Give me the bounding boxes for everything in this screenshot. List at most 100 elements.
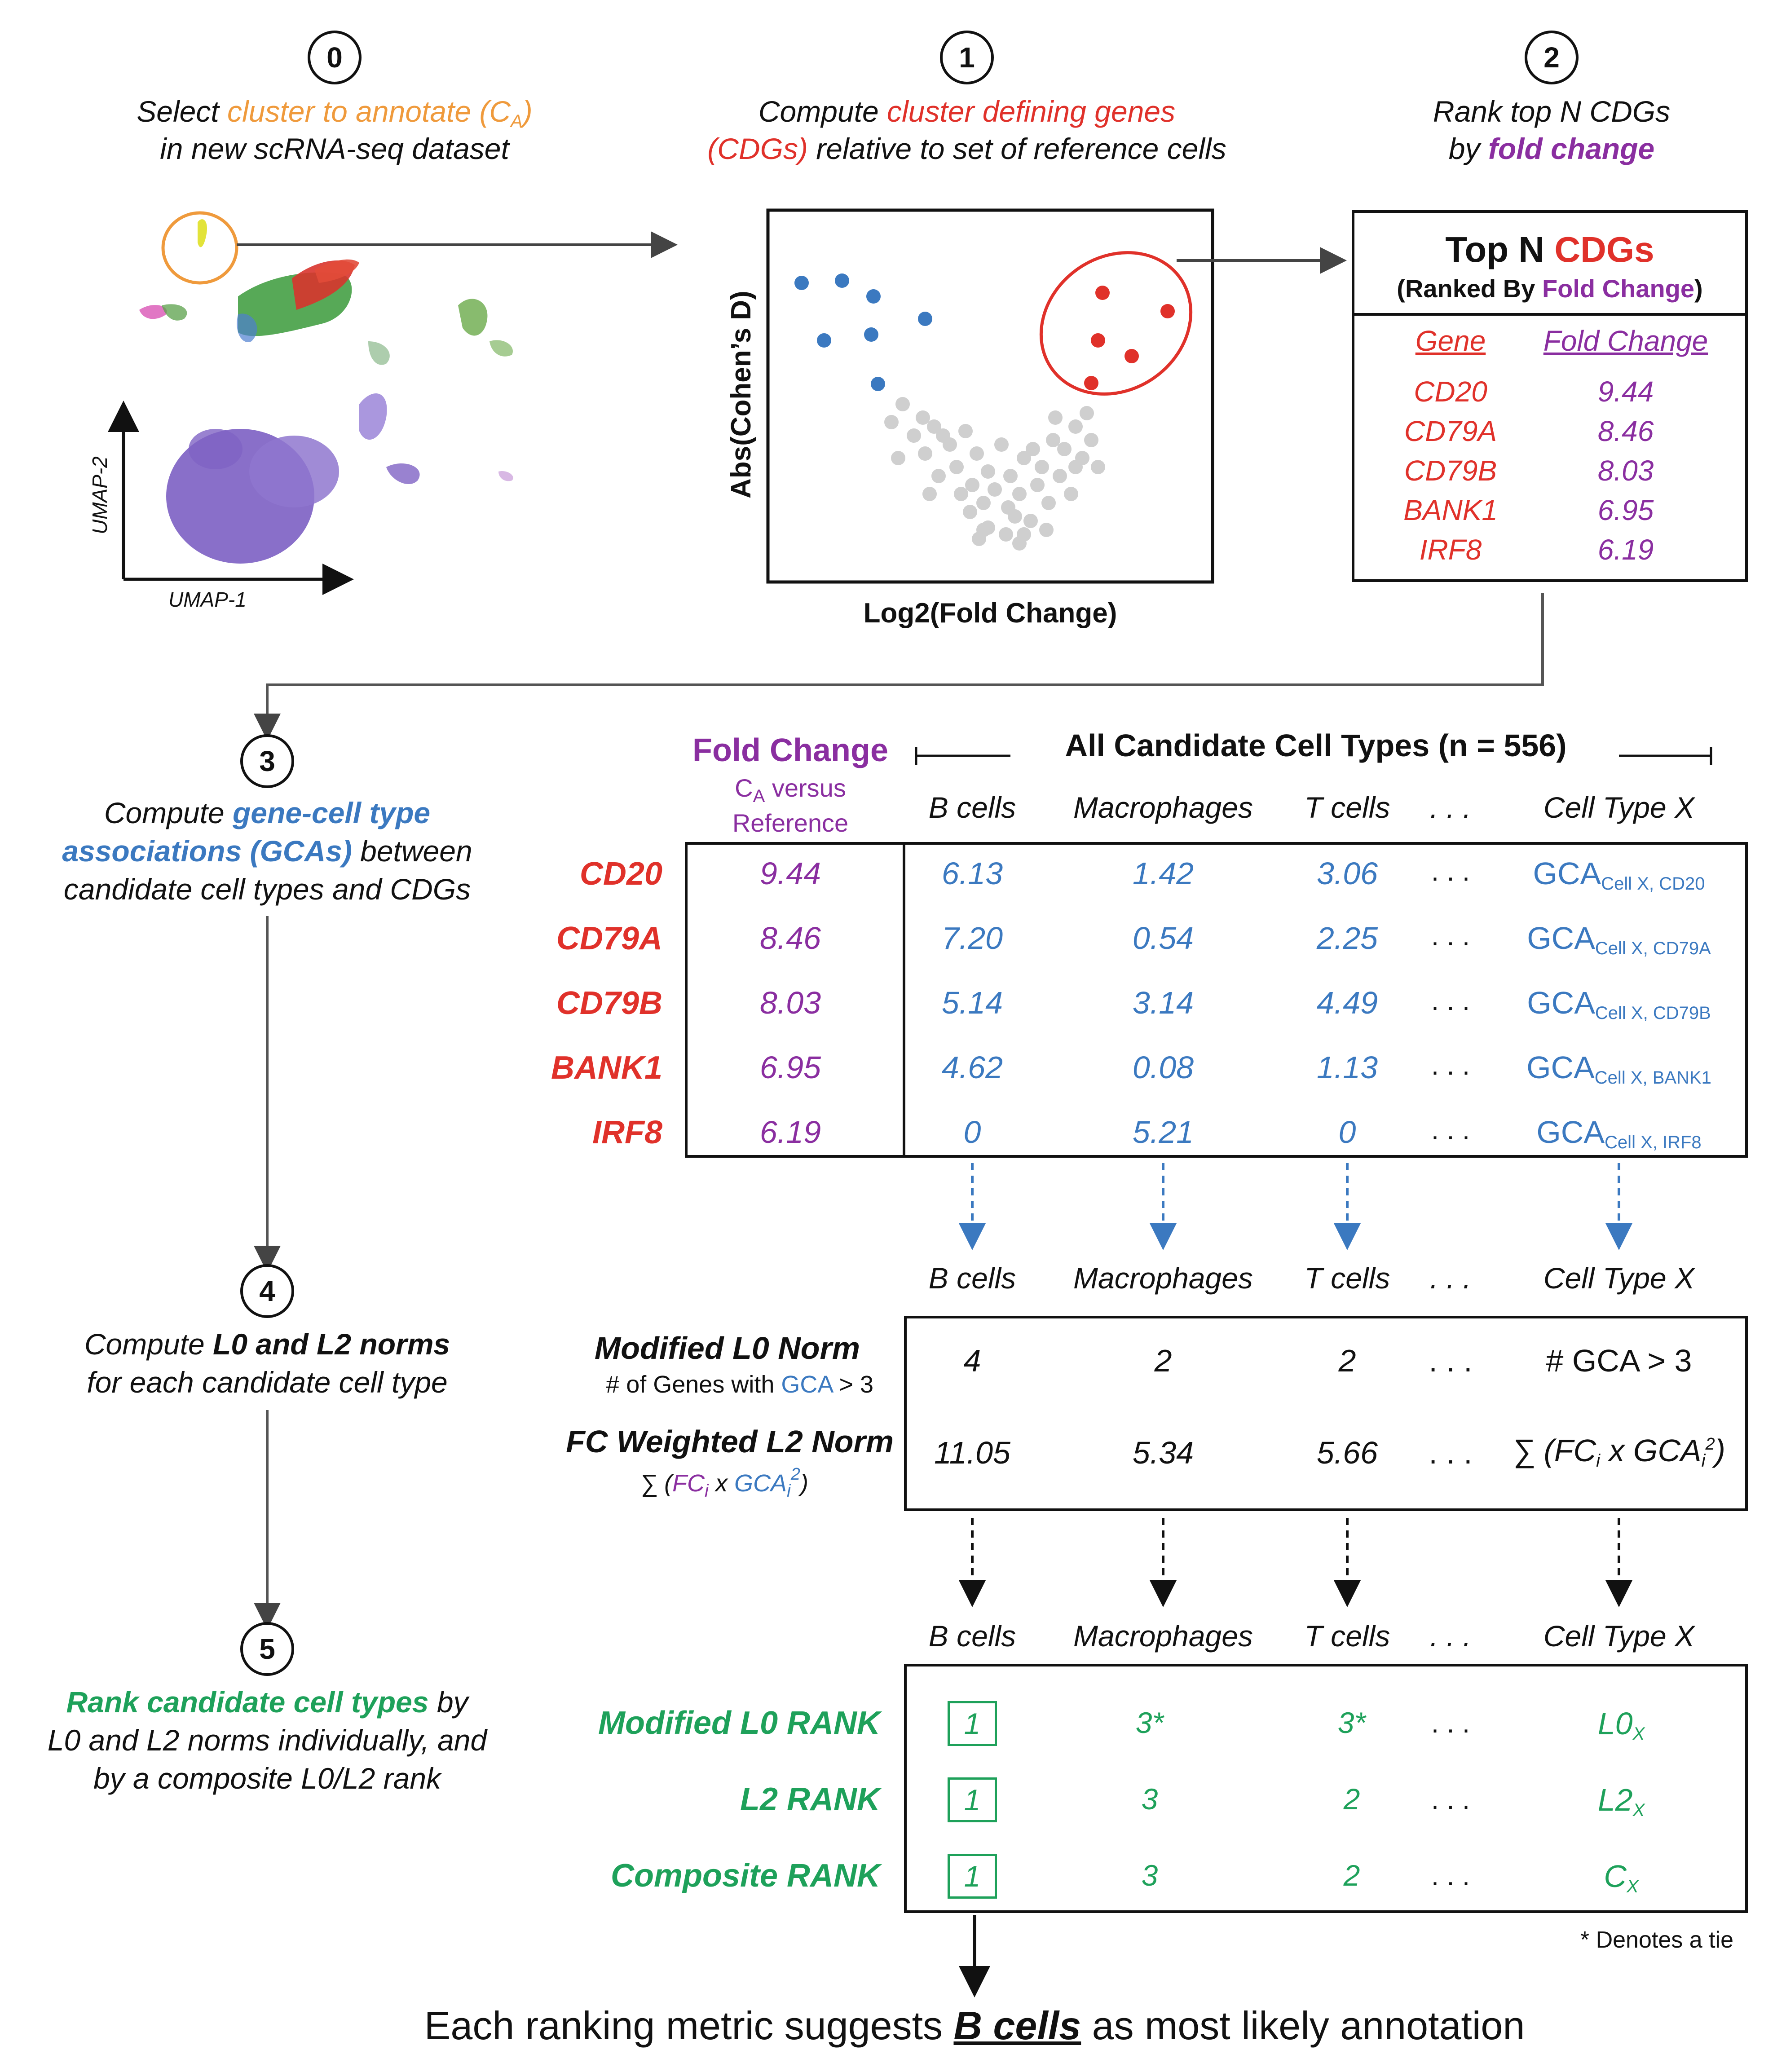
- norms-col-header: Macrophages: [1073, 1261, 1253, 1295]
- volcano-point-ns: [949, 460, 964, 474]
- rank-ellipsis: . . .: [1431, 1860, 1470, 1891]
- volcano-point-ns: [1041, 496, 1056, 510]
- gca-b-cells: 5.14: [941, 985, 1003, 1020]
- gca-t-cells: 2.25: [1316, 921, 1378, 956]
- volcano-point-cdg: [1091, 333, 1105, 348]
- conclusion: Each ranking metric suggests B cells as …: [424, 2003, 1525, 2048]
- l2-norm-value: 5.34: [1132, 1435, 1194, 1470]
- gca-t-cells: 3.06: [1316, 856, 1378, 891]
- gca-cell-x: GCACell X, CD79A: [1527, 921, 1711, 958]
- volcano-point-ns: [965, 478, 979, 492]
- l2-norm-cell-x: ∑ (FCi x GCAi2): [1513, 1433, 1725, 1471]
- step-0-line1: Select cluster to annotate (CA): [137, 95, 533, 131]
- top-n-fc: 8.03: [1597, 454, 1654, 487]
- volcano-point-ns: [1080, 406, 1094, 420]
- gca-t-cells: 4.49: [1316, 985, 1378, 1020]
- gca-fc-subheader-2: Reference: [732, 809, 849, 837]
- volcano-point-ns: [1053, 469, 1067, 483]
- volcano-point-ns: [1035, 460, 1049, 474]
- volcano-point-ns: [1068, 460, 1083, 474]
- l2-norm-value: 5.66: [1316, 1435, 1378, 1470]
- volcano-point-down: [864, 327, 878, 342]
- norms-col-header: T cells: [1304, 1261, 1390, 1295]
- umap-axes: [108, 401, 354, 595]
- top-n-col-fc: Fold Change: [1543, 325, 1708, 357]
- rank-col-header: T cells: [1304, 1619, 1390, 1653]
- volcano-point-ns: [976, 496, 991, 510]
- step-5-line1: Rank candidate cell types by: [66, 1685, 468, 1719]
- volcano-point-ns: [1091, 460, 1105, 474]
- umap-x-label: UMAP-1: [168, 588, 247, 611]
- rank-t-cells: 2: [1343, 1782, 1360, 1816]
- rank-macrophages: 3: [1141, 1859, 1158, 1892]
- volcano-point-down: [817, 333, 831, 348]
- gca-ellipsis: . . .: [1431, 1115, 1470, 1146]
- volcano-point-ns: [927, 419, 941, 434]
- gca-fc-header: Fold Change: [692, 732, 888, 768]
- top-n-gene: BANK1: [1403, 494, 1498, 526]
- top-n-gene: CD79B: [1404, 454, 1497, 487]
- volcano-point-ns: [958, 424, 973, 438]
- step-3-line2: associations (GCAs) between: [62, 834, 472, 868]
- rank-col-header: Cell Type X: [1543, 1619, 1695, 1653]
- rank-col-header: B cells: [928, 1619, 1016, 1653]
- volcano-point-ns: [891, 451, 905, 465]
- gca-col-header: T cells: [1304, 791, 1390, 824]
- top-n-fc: 6.19: [1597, 533, 1654, 566]
- step-4-badge: 4: [240, 1264, 294, 1318]
- volcano-point-ns: [963, 505, 977, 519]
- gca-row-fc: 8.46: [759, 921, 821, 956]
- step-3-line1: Compute gene-cell type: [104, 796, 431, 829]
- gca-fc-subheader-1: CA versus: [735, 774, 846, 806]
- volcano-point-ns: [988, 482, 1002, 497]
- volcano-point-ns: [1017, 527, 1031, 542]
- volcano-point-ns: [972, 532, 986, 546]
- gca-row-fc: 6.19: [759, 1115, 821, 1150]
- norm-to-rank-arrows: [959, 1518, 1632, 1607]
- volcano-y-label: Abs(Cohen’s D): [726, 291, 757, 498]
- volcano-point-ns: [1064, 487, 1078, 501]
- gca-row-gene: BANK1: [551, 1050, 662, 1086]
- gca-to-norm-arrows: [959, 1163, 1632, 1250]
- norms-table: [904, 1316, 1748, 1511]
- volcano-point-down: [918, 312, 932, 326]
- volcano-point-ns: [981, 464, 995, 479]
- volcano-point-ns: [1012, 487, 1027, 501]
- norms-col-header: Cell Type X: [1543, 1261, 1695, 1295]
- gca-ellipsis: . . .: [1431, 985, 1470, 1016]
- volcano-point-ns: [884, 415, 899, 429]
- rank-col-header: Macrophages: [1073, 1619, 1253, 1653]
- volcano-point-ns: [916, 410, 930, 425]
- step-3-line3: candidate cell types and CDGs: [63, 873, 471, 906]
- top-n-fc: 6.95: [1597, 494, 1654, 526]
- l0-norm-value: 2: [1154, 1343, 1172, 1378]
- gca-col-header: B cells: [928, 791, 1016, 824]
- gca-row-gene: CD79A: [556, 921, 662, 957]
- step-4-line1: Compute L0 and L2 norms: [84, 1327, 450, 1361]
- top-rank-box: 1: [948, 1854, 997, 1899]
- cluster-selection-ring: [161, 211, 238, 285]
- norms-col-header: B cells: [928, 1261, 1016, 1295]
- step-5-line2: L0 and L2 norms individually, and: [47, 1724, 487, 1757]
- l0-norm-value: # GCA > 3: [1546, 1343, 1692, 1378]
- top-n-cdg-box: [1352, 210, 1748, 582]
- gca-table: [685, 842, 1748, 1158]
- gca-b-cells: 0: [963, 1115, 981, 1150]
- volcano-point-ns: [954, 487, 968, 501]
- gca-macrophages: 0.08: [1132, 1050, 1194, 1085]
- gca-macrophages: 3.14: [1132, 985, 1194, 1020]
- umap-plot: [139, 219, 513, 564]
- step-5-badge: 5: [240, 1622, 294, 1676]
- gca-row-gene: CD20: [579, 856, 662, 892]
- rank-row-label: L2 RANK: [740, 1781, 880, 1817]
- rank-ellipsis: . . .: [1431, 1784, 1470, 1815]
- gca-cell-x: GCACell X, CD79B: [1527, 985, 1711, 1023]
- volcano-point-cdg: [1084, 376, 1098, 390]
- volcano-point-ns: [907, 428, 921, 443]
- gca-row-fc: 6.95: [759, 1050, 821, 1085]
- l0-norm-value: . . .: [1429, 1343, 1473, 1378]
- step-1-line1: Compute cluster defining genes: [758, 95, 1176, 128]
- step-1-line2: (CDGs) relative to set of reference cell…: [707, 132, 1226, 165]
- volcano-point-ns: [970, 446, 984, 461]
